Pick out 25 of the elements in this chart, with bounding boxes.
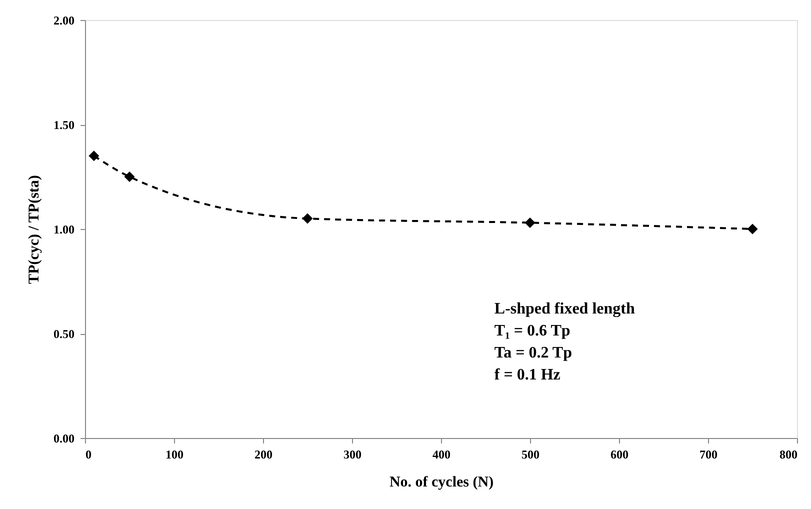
x-tick-label: 100: [166, 448, 184, 462]
y-tick-label: 1.00: [54, 222, 74, 236]
x-tick-label: 600: [610, 448, 628, 462]
point: [88, 150, 100, 162]
x-tick-label: 200: [254, 448, 272, 462]
x-tick-label: 300: [344, 448, 362, 462]
y-axis-title: TP(cyc) / TP(sta): [26, 175, 42, 284]
x-axis-title: No. of cycles (N): [389, 474, 494, 490]
point: [524, 217, 536, 228]
x-tick-label: 400: [432, 448, 450, 462]
annotation: f = 0.1 Hz: [494, 366, 560, 384]
y-tick-label: 2.00: [54, 14, 74, 28]
point: [124, 172, 135, 182]
annotation: L-shped fixed length: [494, 300, 635, 318]
annotation: Ta = 0.2 Tp: [494, 344, 572, 362]
y-tick-label: 0.50: [54, 327, 74, 341]
point: [747, 224, 758, 234]
x-tick-label: 700: [700, 448, 718, 462]
y-tick-label: 1.50: [54, 118, 74, 132]
point: [302, 213, 313, 224]
annotation: T₁ = 0.6 Tp: [494, 322, 570, 340]
x-tick-label: 500: [522, 448, 540, 462]
x-tick-label: 0: [86, 448, 92, 462]
y-tick-label: 0.00: [54, 432, 74, 446]
x-tick-label: 800: [780, 448, 798, 462]
